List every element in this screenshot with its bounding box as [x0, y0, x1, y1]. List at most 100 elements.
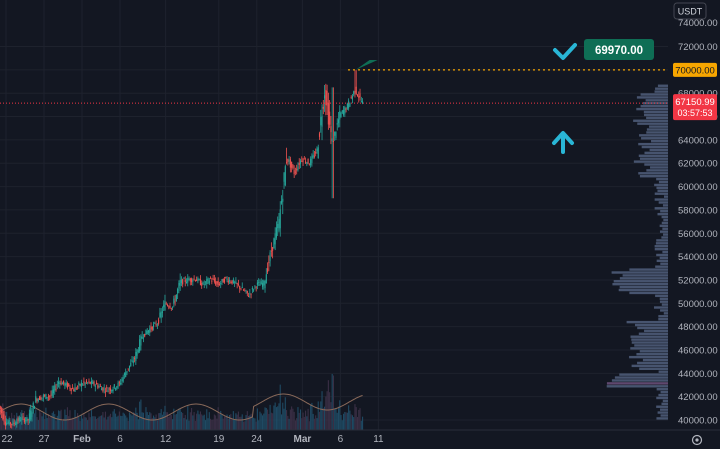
- candle-body: [2, 411, 4, 420]
- candle-body: [341, 110, 343, 113]
- candle: [82, 382, 84, 386]
- candle: [273, 237, 275, 249]
- price-axis: 74000.0072000.0068000.0066000.0064000.00…: [668, 0, 720, 449]
- candle-body: [278, 219, 280, 231]
- candle: [97, 382, 99, 390]
- candle-body: [231, 280, 233, 284]
- volume-bar: [258, 420, 260, 430]
- volume-bar: [284, 397, 286, 430]
- candle: [1, 406, 3, 419]
- candle-body: [75, 388, 77, 390]
- volume-bar: [213, 414, 215, 430]
- volume-profile-bar: [656, 253, 668, 257]
- currency-button[interactable]: USDT: [673, 2, 707, 20]
- candle-body: [64, 383, 66, 386]
- volume-profile-bar: [619, 373, 668, 376]
- volume-profile-bar: [658, 315, 668, 318]
- candle: [210, 276, 212, 280]
- volume-profile-bar: [657, 411, 668, 414]
- candle-body: [127, 368, 129, 370]
- price-axis-tick: 62000.00: [678, 159, 718, 170]
- candle-body: [18, 417, 20, 421]
- volume-profile-bar: [646, 116, 668, 120]
- volume-bar: [303, 416, 305, 430]
- volume-bar: [248, 415, 250, 430]
- volume-bar: [241, 414, 243, 430]
- candle-body: [30, 410, 32, 420]
- volume-bar: [74, 409, 76, 430]
- candle: [235, 277, 237, 284]
- volume-bar: [179, 408, 181, 430]
- volume-bar: [1, 415, 3, 430]
- candle: [234, 280, 236, 288]
- volume-profile-bar: [644, 163, 668, 166]
- candle-body: [115, 388, 117, 390]
- volume-bar: [280, 414, 283, 430]
- volume-bar: [313, 418, 315, 430]
- volume-bar: [196, 413, 198, 430]
- volume-profile-bar: [661, 236, 668, 239]
- volume-bar: [201, 414, 203, 430]
- candle: [297, 162, 299, 172]
- volume-bar: [146, 412, 148, 430]
- candle-body: [267, 268, 269, 273]
- volume-bar: [123, 413, 125, 430]
- volume-bar: [149, 412, 151, 430]
- callout-pointer: [355, 60, 378, 70]
- candle-body: [16, 421, 18, 425]
- candle: [269, 250, 271, 267]
- candle-body: [184, 279, 186, 283]
- candle: [194, 279, 196, 282]
- candle: [353, 90, 355, 97]
- volume-bar: [39, 410, 41, 430]
- candle: [66, 381, 68, 390]
- volume-bar: [164, 405, 166, 430]
- candle: [182, 278, 184, 288]
- volume-bar: [116, 416, 118, 430]
- up-arrow-shape: [552, 131, 574, 154]
- callout-label: 69970.00: [595, 45, 643, 57]
- candle-body: [87, 382, 89, 384]
- candle-body: [41, 397, 43, 399]
- candle: [358, 91, 360, 103]
- gear-icon[interactable]: [691, 434, 703, 446]
- candle-body: [135, 351, 137, 361]
- candle-body: [293, 169, 295, 175]
- candle-body: [120, 383, 122, 385]
- volume-bar: [286, 410, 288, 430]
- candle: [268, 255, 270, 272]
- volume-bar: [261, 415, 264, 430]
- volume-bar: [298, 412, 300, 430]
- volume-bar: [311, 402, 313, 430]
- candle: [330, 116, 332, 145]
- candle-body: [6, 422, 8, 425]
- candle: [283, 172, 285, 189]
- candle: [220, 280, 222, 289]
- volume-bar: [141, 412, 143, 430]
- candle-body: [302, 158, 304, 163]
- candle: [305, 157, 307, 165]
- candle-body: [178, 282, 180, 289]
- candle: [107, 387, 109, 393]
- volume-bar: [66, 407, 68, 430]
- candle: [31, 407, 33, 422]
- volume-bar: [68, 416, 70, 430]
- candle-body: [23, 418, 25, 423]
- candle-body: [311, 156, 313, 163]
- candle-body: [46, 397, 48, 399]
- volume-bar: [334, 408, 336, 430]
- volume-profile-bar: [638, 142, 668, 146]
- candle-body: [286, 162, 288, 163]
- volume-bar: [274, 402, 276, 430]
- candle-body: [74, 387, 76, 392]
- candle-body: [261, 283, 264, 287]
- volume-bar: [163, 411, 165, 430]
- candle: [280, 195, 283, 205]
- volume-profile-bar: [655, 242, 668, 245]
- candle: [188, 276, 190, 281]
- candle: [177, 287, 179, 299]
- candle: [112, 386, 114, 394]
- volume-bar: [126, 417, 128, 430]
